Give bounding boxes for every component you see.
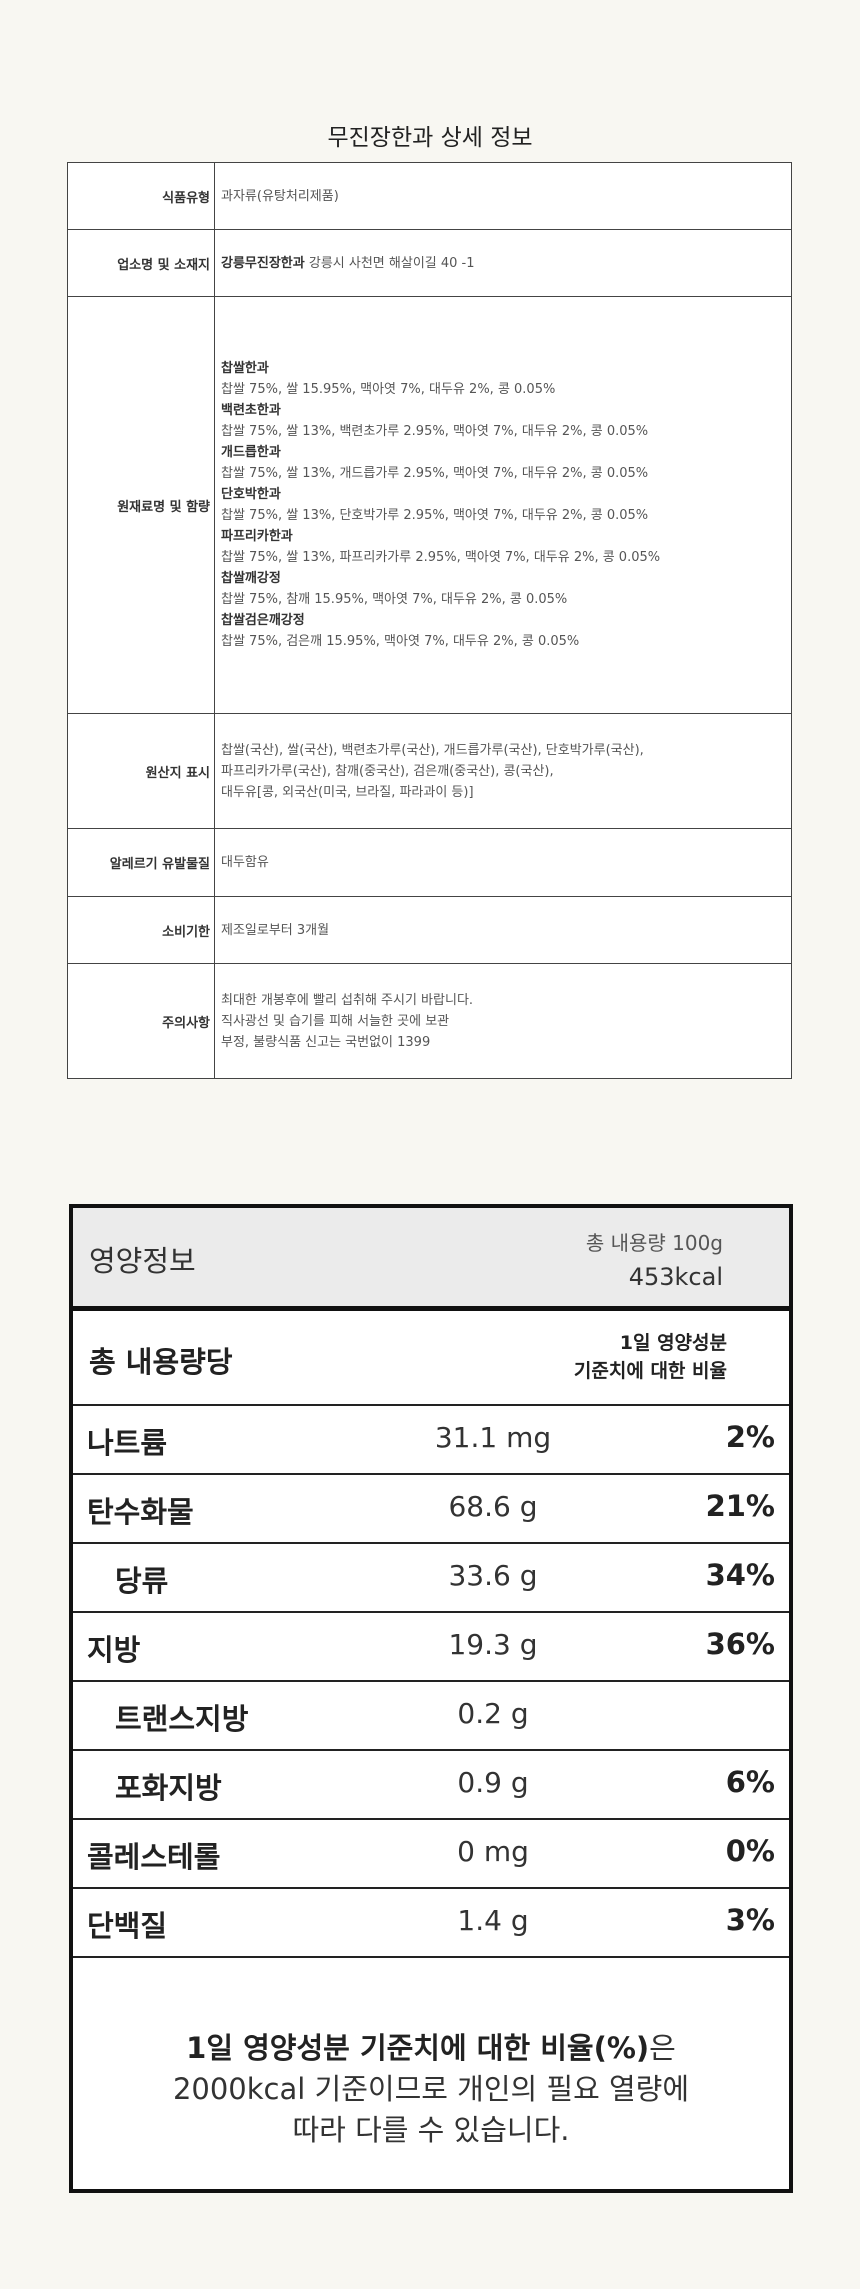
- nutrient-row: 콜레스테롤 0 mg 0%: [73, 1820, 789, 1889]
- info-row-caution: 주의사항 최대한 개봉후에 빨리 섭취해 주시기 바랍니다. 직사광선 및 습기…: [67, 963, 792, 1079]
- nutrient-row: 나트륨 31.1 mg 2%: [73, 1406, 789, 1475]
- product-content: 찹쌀 75%, 쌀 13%, 개드릅가루 2.95%, 맥아엿 7%, 대두유 …: [221, 466, 649, 481]
- product-name: 개드릅한과: [221, 445, 281, 460]
- origin-line: 찹쌀(국산), 쌀(국산), 백련초가루(국산), 개드릅가루(국산), 단호박…: [221, 742, 644, 758]
- caution-line: 부정, 불량식품 신고는 국번없이 1399: [221, 1034, 431, 1050]
- nutrient-amount: 0.2 g: [457, 1697, 529, 1730]
- info-row-expiry: 소비기한 제조일로부터 3개월: [67, 896, 792, 964]
- info-value: 과자류(유탕처리제품): [214, 162, 792, 230]
- nutrition-facts-panel: 영양정보 총 내용량 100g 453kcal 총 내용량당 1일 영양성분 기…: [69, 1204, 793, 2193]
- nutrient-row: 포화지방 0.9 g 6%: [73, 1751, 789, 1820]
- nutrient-percent: 21%: [705, 1489, 775, 1523]
- nutrient-name: 지방: [87, 1633, 141, 1667]
- nutrient-name: 단백질: [87, 1909, 168, 1943]
- info-row-food-type: 식품유형 과자류(유탕처리제품): [67, 162, 792, 230]
- nutrient-name: 트랜스지방: [115, 1702, 249, 1736]
- nutrient-amount: 0 mg: [457, 1835, 529, 1868]
- calories: 453kcal: [628, 1263, 723, 1291]
- nutrient-percent: 0%: [725, 1834, 775, 1868]
- nutrition-subheader: 총 내용량당 1일 영양성분 기준치에 대한 비율: [73, 1311, 789, 1406]
- origin-line: 대두유[콩, 외국산(미국, 브라질, 파라과이 등)]: [221, 784, 474, 800]
- nutrient-name: 콜레스테롤: [87, 1840, 221, 1874]
- product-name: 백련초한과: [221, 403, 281, 418]
- info-key: 원산지 표시: [67, 713, 215, 829]
- daily-value-label: 1일 영양성분: [619, 1332, 727, 1354]
- info-row-allergen: 알레르기 유발물질 대두함유: [67, 828, 792, 897]
- info-value: 제조일로부터 3개월: [214, 896, 792, 964]
- info-row-company: 업소명 및 소재지 강릉무진장한과 강릉시 사천면 해살이길 40 -1: [67, 229, 792, 297]
- product-name: 파프리카한과: [221, 529, 293, 544]
- nutrient-percent: 3%: [725, 1903, 775, 1937]
- daily-value-label: 기준치에 대한 비율: [573, 1360, 727, 1382]
- page-title: 무진장한과 상세 정보: [327, 125, 533, 151]
- info-key: 소비기한: [67, 896, 215, 964]
- nutrient-row: 탄수화물 68.6 g 21%: [73, 1475, 789, 1544]
- info-key: 알레르기 유발물질: [67, 828, 215, 897]
- nutrient-percent: 34%: [705, 1558, 775, 1592]
- note-bold: 1일 영양성분 기준치에 대한 비율(%): [186, 2031, 650, 2065]
- info-key: 식품유형: [67, 162, 215, 230]
- product-content: 찹쌀 75%, 쌀 13%, 단호박가루 2.95%, 맥아엿 7%, 대두유 …: [221, 508, 649, 523]
- nutrient-name: 포화지방: [115, 1771, 222, 1805]
- note-text: 2000kcal 기준이므로 개인의 필요 열량에: [172, 2072, 690, 2106]
- nutrient-row: 트랜스지방 0.2 g: [73, 1682, 789, 1751]
- caution-line: 직사광선 및 습기를 피해 서늘한 곳에 보관: [221, 1013, 450, 1029]
- product-content: 찹쌀 75%, 쌀 13%, 파프리카가루 2.95%, 맥아엿 7%, 대두유…: [221, 550, 661, 565]
- info-key: 업소명 및 소재지: [67, 229, 215, 297]
- product-content: 찹쌀 75%, 쌀 15.95%, 맥아엿 7%, 대두유 2%, 콩 0.05…: [221, 382, 556, 397]
- company-name: 강릉무진장한과: [221, 255, 305, 271]
- total-amount: 총 내용량 100g: [585, 1231, 723, 1255]
- origin-line: 파프리카가루(국산), 참깨(중국산), 검은깨(중국산), 콩(국산),: [221, 763, 554, 779]
- nutrient-amount: 1.4 g: [457, 1904, 529, 1937]
- nutrient-row: 지방 19.3 g 36%: [73, 1613, 789, 1682]
- nutrient-amount: 33.6 g: [448, 1559, 538, 1592]
- product-content: 찹쌀 75%, 검은깨 15.95%, 맥아엿 7%, 대두유 2%, 콩 0.…: [221, 634, 580, 649]
- info-row-origin: 원산지 표시 찹쌀(국산), 쌀(국산), 백련초가루(국산), 개드릅가루(국…: [67, 713, 792, 829]
- company-address: 강릉시 사천면 해살이길 40 -1: [308, 255, 475, 271]
- note-text: 은: [649, 2031, 676, 2065]
- product-name: 찹쌀검은깨강정: [221, 613, 305, 628]
- product-content: 찹쌀 75%, 참깨 15.95%, 맥아엿 7%, 대두유 2%, 콩 0.0…: [221, 592, 568, 607]
- caution-line: 최대한 개봉후에 빨리 섭취해 주시기 바랍니다.: [221, 992, 474, 1008]
- nutrient-percent: 36%: [705, 1627, 775, 1661]
- product-info-table: 식품유형 과자류(유탕처리제품) 업소명 및 소재지 강릉무진장한과 강릉시 사…: [67, 162, 792, 1079]
- product-content: 찹쌀 75%, 쌀 13%, 백련초가루 2.95%, 맥아엿 7%, 대두유 …: [221, 424, 649, 439]
- per-total-label: 총 내용량당: [89, 1345, 233, 1379]
- info-key: 원재료명 및 함량: [67, 296, 215, 714]
- product-name: 단호박한과: [221, 487, 281, 502]
- nutrient-percent: 6%: [725, 1765, 775, 1799]
- nutrition-title: 영양정보: [89, 1244, 196, 1278]
- product-name: 찹쌀한과: [221, 361, 269, 376]
- nutrient-name: 나트륨: [87, 1426, 168, 1460]
- product-name: 찹쌀깨강정: [221, 571, 281, 586]
- note-text: 따라 다를 수 있습니다.: [292, 2113, 570, 2147]
- nutrition-header: 영양정보 총 내용량 100g 453kcal: [73, 1208, 789, 1311]
- nutrient-row: 당류 33.6 g 34%: [73, 1544, 789, 1613]
- nutrient-row: 단백질 1.4 g 3%: [73, 1889, 789, 1958]
- nutrient-amount: 0.9 g: [457, 1766, 529, 1799]
- nutrient-percent: 2%: [725, 1420, 775, 1454]
- nutrient-name: 탄수화물: [87, 1495, 194, 1529]
- nutrition-note: 1일 영양성분 기준치에 대한 비율(%)은 2000kcal 기준이므로 개인…: [73, 2028, 789, 2151]
- info-value: 대두함유: [214, 828, 792, 897]
- nutrient-name: 당류: [115, 1564, 169, 1598]
- info-key: 주의사항: [67, 963, 215, 1079]
- nutrient-amount: 31.1 mg: [434, 1421, 552, 1454]
- nutrient-amount: 19.3 g: [448, 1628, 538, 1661]
- nutrient-amount: 68.6 g: [448, 1490, 538, 1523]
